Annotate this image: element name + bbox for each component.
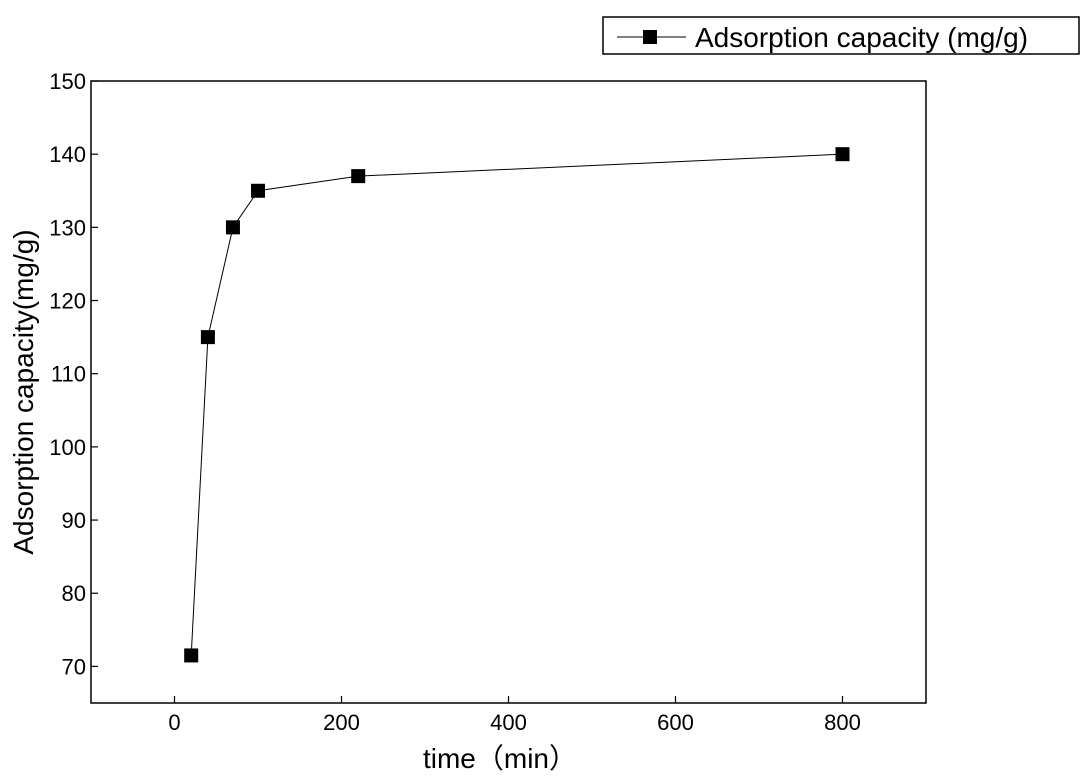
x-tick-label: 0 — [168, 710, 180, 735]
legend-marker-square — [643, 30, 657, 44]
data-point — [225, 220, 240, 235]
x-tick-label: 600 — [657, 710, 694, 735]
legend: Adsorption capacity (mg/g) — [602, 16, 1080, 55]
y-tick-label: 130 — [49, 215, 86, 240]
y-tick-label: 100 — [49, 435, 86, 460]
y-axis-title: Adsorption capacity(mg/g) — [8, 229, 39, 554]
x-tick-label: 200 — [323, 710, 360, 735]
data-point — [351, 169, 366, 184]
y-tick-label: 80 — [62, 581, 86, 606]
legend-box — [602, 16, 1080, 55]
data-point — [184, 648, 199, 663]
series-layer — [184, 147, 850, 663]
y-tick-label: 150 — [49, 69, 86, 94]
y-tick-label: 120 — [49, 289, 86, 314]
y-tick-label: 90 — [62, 508, 86, 533]
y-tick-label: 70 — [62, 654, 86, 679]
data-point — [835, 147, 850, 162]
x-tick-label: 400 — [490, 710, 527, 735]
data-point — [200, 330, 215, 345]
x-axis-title: time（min） — [423, 743, 577, 774]
x-tick-label: 800 — [824, 710, 861, 735]
legend-label: Adsorption capacity (mg/g) — [695, 22, 1028, 53]
y-tick-label: 140 — [49, 142, 86, 167]
y-tick-label: 110 — [51, 362, 86, 387]
y-axis-ticks: 70 80 90 100 110 120 130 140 150 — [49, 69, 98, 679]
x-axis-ticks: 0 200 400 600 800 — [168, 696, 861, 735]
series-line — [190, 153, 843, 656]
data-point — [251, 183, 265, 198]
plot-frame — [90, 80, 927, 704]
